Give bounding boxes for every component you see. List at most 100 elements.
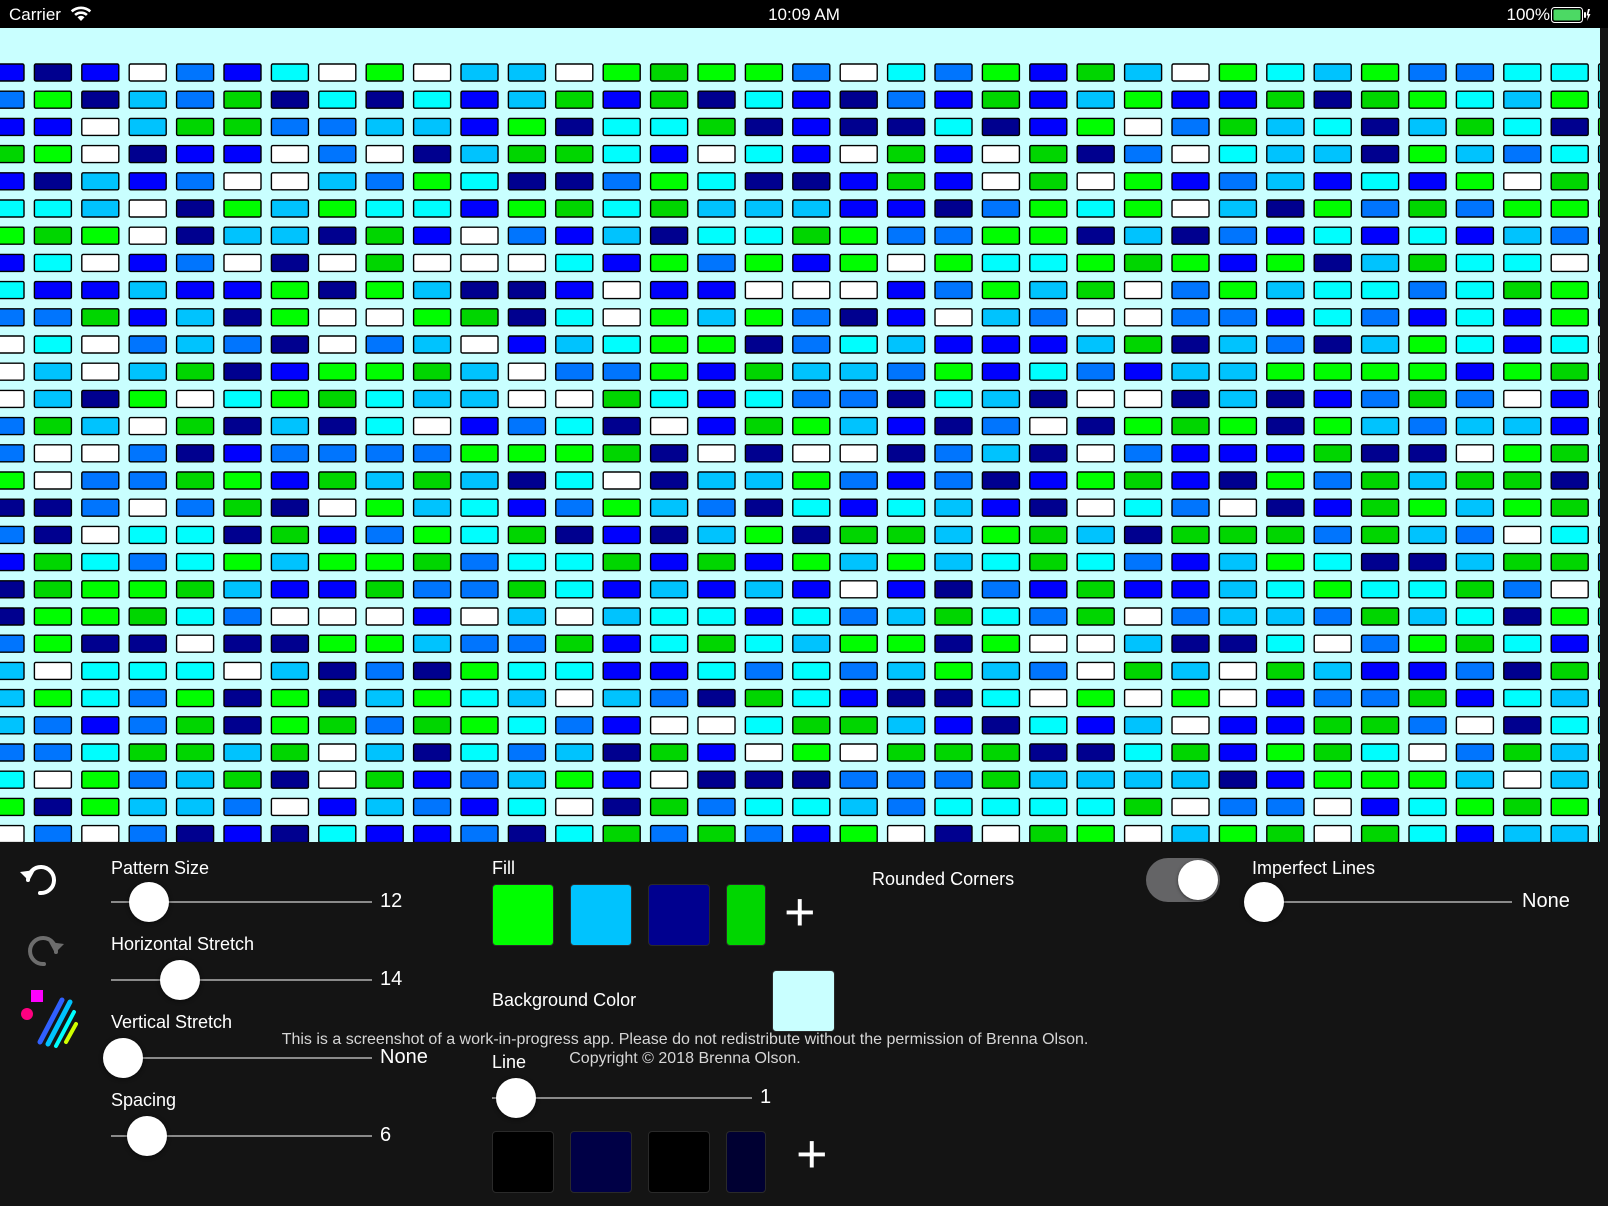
horizontal-stretch-slider-thumb[interactable] — [159, 960, 200, 1000]
pattern-tile — [175, 389, 215, 409]
pattern-tile — [1029, 416, 1068, 436]
pattern-tile — [365, 661, 404, 681]
pattern-canvas[interactable] — [0, 28, 1600, 842]
pattern-tile — [1550, 770, 1589, 789]
pattern-tile — [507, 416, 547, 436]
line-color-swatch[interactable] — [570, 1131, 632, 1193]
pattern-tile — [365, 444, 404, 463]
pattern-tile — [792, 580, 831, 599]
pattern-tile — [839, 770, 878, 789]
pattern-tile — [744, 389, 784, 409]
pattern-tile — [1550, 498, 1589, 517]
pattern-tile — [81, 607, 120, 626]
imperfect-lines-track[interactable] — [1252, 901, 1512, 903]
pattern-tile — [1408, 797, 1447, 817]
spacing-slider-thumb[interactable] — [126, 1116, 167, 1156]
fill-color-swatch[interactable] — [648, 884, 710, 946]
vertical-stretch-track[interactable] — [111, 1057, 372, 1059]
pattern-size-slider-thumb[interactable] — [129, 882, 170, 922]
pattern-tile — [555, 634, 594, 653]
vertical-stretch-slider-thumb[interactable] — [103, 1038, 143, 1078]
pattern-tile — [1029, 90, 1068, 109]
pattern-size-track[interactable] — [111, 901, 372, 903]
pattern-tile — [792, 797, 831, 817]
pattern-tile — [1218, 824, 1258, 842]
pattern-tile — [0, 63, 25, 82]
pattern-tile — [460, 688, 499, 708]
pattern-tile — [1218, 688, 1258, 708]
horizontal-stretch-track[interactable] — [111, 979, 372, 981]
pattern-tile — [1171, 824, 1210, 842]
undo-icon[interactable] — [18, 860, 62, 900]
pattern-tile — [318, 525, 357, 545]
pattern-tile — [318, 389, 357, 409]
pattern-tile — [934, 416, 973, 436]
fill-color-swatch[interactable] — [492, 884, 554, 946]
pattern-tile — [1313, 280, 1352, 300]
pattern-tile — [1503, 716, 1542, 735]
line-color-swatch[interactable] — [492, 1131, 554, 1193]
pattern-svg[interactable] — [0, 28, 1600, 842]
pattern-tile — [1550, 661, 1589, 681]
fill-color-swatch[interactable] — [726, 884, 766, 946]
pattern-tile — [460, 172, 499, 191]
pattern-tile — [1550, 580, 1589, 599]
add-line-color-button[interactable]: + — [796, 1124, 828, 1184]
add-fill-color-button[interactable]: + — [784, 882, 816, 942]
pattern-tile — [602, 688, 641, 708]
pattern-tile — [1597, 199, 1600, 218]
pattern-tile — [602, 280, 641, 300]
pattern-tile — [792, 498, 831, 517]
pattern-tile — [744, 199, 784, 218]
pattern-tile — [507, 824, 547, 842]
pattern-tile — [175, 444, 215, 463]
pattern-tile — [1076, 144, 1115, 164]
pattern-tile — [602, 716, 641, 735]
pattern-tile — [270, 552, 310, 572]
pattern-tile — [1550, 335, 1589, 354]
pattern-tile — [744, 498, 784, 517]
background-color-swatch[interactable] — [772, 970, 835, 1032]
pattern-tile — [697, 308, 736, 327]
line-color-swatch[interactable] — [648, 1131, 710, 1193]
pattern-tile — [886, 416, 926, 436]
pattern-tile — [649, 362, 689, 381]
status-bar: Carrier 10:09 AM 100% — [0, 0, 1608, 28]
pattern-tile — [1313, 797, 1352, 817]
redo-icon[interactable] — [24, 930, 68, 970]
pattern-tile — [0, 634, 25, 653]
pattern-tile — [1408, 444, 1447, 463]
pattern-tile — [1123, 688, 1163, 708]
spacing-track[interactable] — [111, 1135, 372, 1137]
pattern-tile — [744, 172, 784, 191]
pattern-tile — [934, 63, 973, 82]
pattern-tile — [1218, 280, 1258, 300]
pattern-tile — [744, 607, 784, 626]
pattern-tile — [1455, 308, 1495, 327]
pattern-tile — [318, 144, 357, 164]
pattern-tile — [412, 308, 452, 327]
pattern-tile — [1313, 253, 1352, 273]
pattern-tile — [1455, 607, 1495, 626]
pattern-tile — [270, 824, 310, 842]
pattern-tile — [1503, 607, 1542, 626]
line-color-swatch[interactable] — [726, 1131, 766, 1193]
pattern-tile — [412, 743, 452, 762]
line-width-track[interactable] — [492, 1097, 752, 1099]
line-width-slider-thumb[interactable] — [495, 1078, 536, 1118]
pattern-tile — [555, 525, 594, 545]
rounded-corners-toggle[interactable] — [1146, 858, 1220, 902]
pattern-tile — [270, 63, 310, 82]
pattern-tile — [744, 743, 784, 762]
pattern-tile — [602, 253, 641, 273]
fill-color-swatch[interactable] — [570, 884, 632, 946]
pattern-tile — [1408, 634, 1447, 653]
pattern-tile — [1550, 63, 1589, 82]
pattern-tile — [1550, 552, 1589, 572]
imperfect-lines-slider-thumb[interactable] — [1244, 882, 1284, 922]
pattern-tile — [1360, 552, 1400, 572]
pattern-tile — [81, 389, 120, 409]
app-logo-icon[interactable] — [18, 982, 78, 1052]
pattern-tile — [1266, 607, 1305, 626]
pattern-tile — [934, 661, 973, 681]
